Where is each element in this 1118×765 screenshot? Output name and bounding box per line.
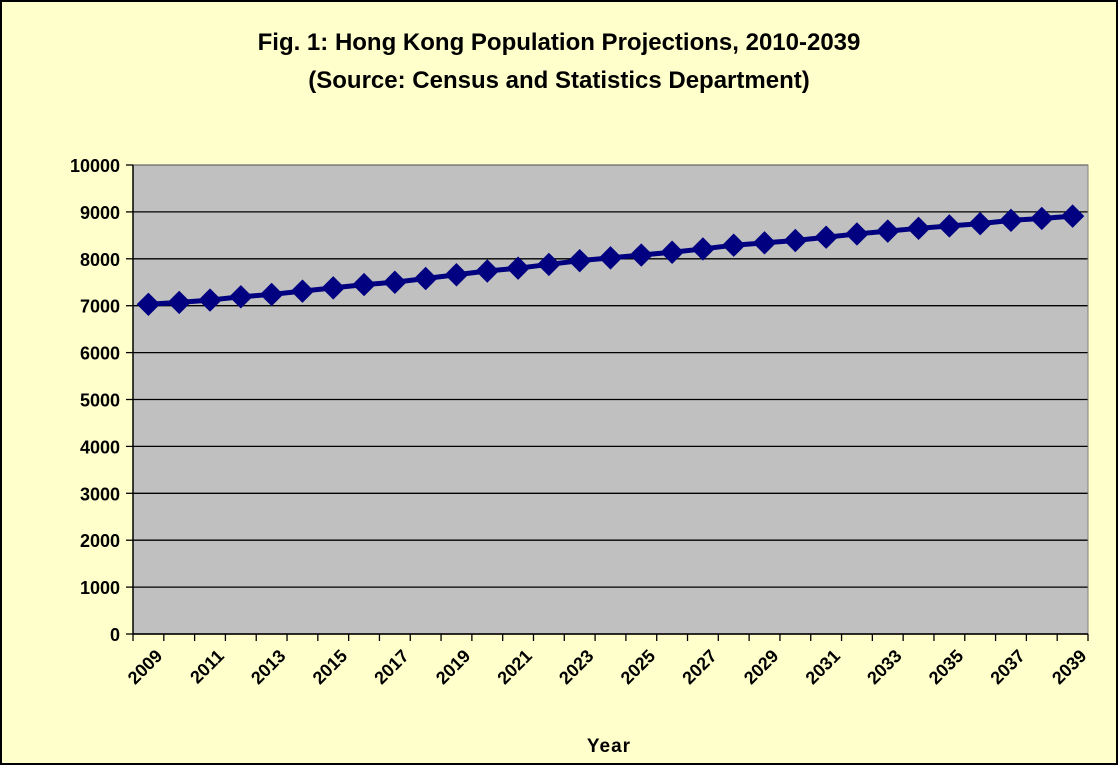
- y-tick-label: 7000: [80, 297, 120, 317]
- y-tick-label: 4000: [80, 437, 120, 457]
- y-tick-label: 3000: [80, 484, 120, 504]
- data-point-marker: [229, 285, 253, 309]
- y-tick-label: 9000: [80, 203, 120, 223]
- data-point-marker: [906, 216, 931, 241]
- y-tick-label: 0: [110, 625, 120, 645]
- data-point-marker: [845, 222, 869, 246]
- data-point-marker: [968, 211, 992, 236]
- x-axis-title: Year: [587, 736, 631, 757]
- x-tick-label: 2037: [986, 646, 1028, 688]
- data-point-marker: [290, 279, 315, 303]
- y-tick-label: 8000: [80, 250, 120, 270]
- x-tick-label: 2021: [493, 646, 535, 688]
- y-tick-label: 10000: [70, 156, 120, 176]
- y-tick-label: 2000: [80, 531, 120, 551]
- x-tick-label: 2027: [678, 646, 720, 688]
- data-point-marker: [598, 246, 623, 270]
- data-point-marker: [475, 259, 499, 283]
- data-point-marker: [937, 214, 962, 238]
- series-group: [136, 204, 1085, 317]
- data-point-marker: [814, 225, 838, 249]
- chart-title: Fig. 1: Hong Kong Population Projections…: [258, 29, 861, 56]
- y-axis-ticks: 0 1000 2000 3000 4000 5000 6000 7000 8000 9000 100…: [70, 156, 133, 645]
- data-point-marker: [352, 272, 376, 297]
- y-tick-label: 5000: [80, 391, 120, 411]
- x-tick-label: 2029: [740, 646, 782, 688]
- x-tick-label: 2009: [124, 646, 166, 688]
- data-point-marker: [136, 292, 161, 317]
- x-tick-label: 2023: [555, 646, 597, 688]
- data-point-marker: [198, 288, 222, 312]
- data-point-marker: [383, 270, 407, 294]
- data-point-marker: [259, 282, 284, 307]
- data-point-marker: [413, 266, 438, 291]
- x-tick-label: 2033: [863, 646, 905, 688]
- x-tick-label: 2015: [309, 646, 351, 688]
- data-point-marker: [1060, 204, 1085, 228]
- chart-subtitle: (Source: Census and Statistics Departmen…: [308, 67, 809, 94]
- x-tick-label: 2039: [1048, 646, 1090, 688]
- data-point-marker: [321, 276, 345, 300]
- data-point-marker: [506, 256, 530, 280]
- x-tick-label: 2031: [802, 646, 844, 688]
- data-point-marker: [629, 243, 654, 267]
- data-point-marker: [444, 263, 469, 287]
- x-tick-label: 2035: [925, 646, 967, 688]
- data-point-marker: [691, 237, 715, 261]
- y-tick-label: 1000: [80, 578, 120, 598]
- data-point-marker: [876, 219, 900, 243]
- data-point-marker: [660, 240, 684, 264]
- x-axis-ticks: 2009 2011 2013 2015 2017 2019 2021 2023 2025 2027…: [124, 634, 1090, 688]
- x-tick-label: 2019: [432, 646, 474, 688]
- data-point-marker: [722, 233, 746, 257]
- data-point-marker: [752, 231, 777, 255]
- data-point-marker: [783, 228, 808, 253]
- x-tick-label: 2017: [370, 646, 412, 688]
- x-tick-label: 2011: [186, 646, 228, 688]
- data-point-marker: [537, 252, 561, 277]
- x-tick-label: 2013: [247, 646, 289, 688]
- y-tick-label: 6000: [80, 344, 120, 364]
- data-point-marker: [567, 248, 592, 273]
- x-tick-label: 2025: [617, 646, 659, 688]
- data-point-marker: [1030, 206, 1054, 231]
- data-point-marker: [999, 208, 1023, 233]
- data-point-marker: [167, 290, 191, 315]
